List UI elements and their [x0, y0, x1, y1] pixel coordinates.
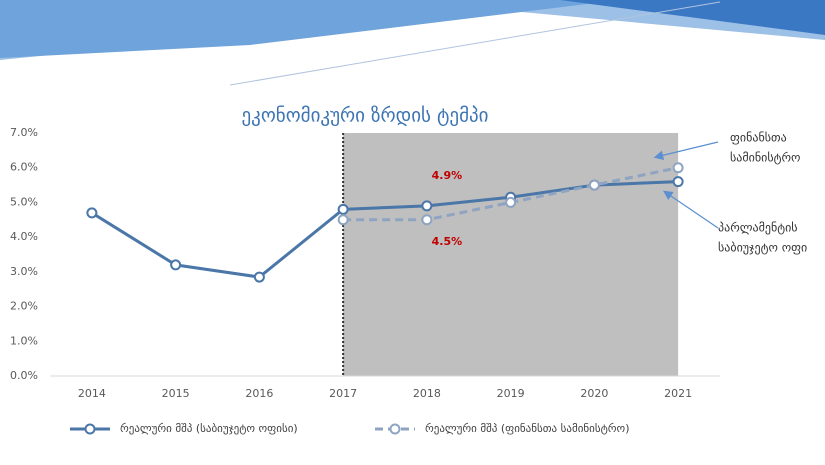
x-tick-label: 2019: [497, 387, 525, 400]
decor: [0, 0, 620, 58]
y-tick-label: 2.0%: [10, 300, 38, 313]
point: [421, 214, 433, 226]
y-tick-label: 3.0%: [10, 265, 38, 278]
callout: სამინისტრო: [730, 151, 800, 165]
legend-marker: [389, 423, 401, 435]
point: [672, 176, 684, 188]
y-tick-label: 7.0%: [10, 126, 38, 139]
value-label: 4.5%: [432, 235, 463, 248]
x-tick-label: 2016: [245, 387, 273, 400]
arrow: [653, 141, 719, 160]
callout: ფინანსთა: [730, 131, 787, 145]
y-tick-label: 1.0%: [10, 334, 38, 347]
callout: საბიუჯეტო ოფი: [718, 241, 807, 255]
point: [253, 271, 265, 283]
y-tick-label: 6.0%: [10, 161, 38, 174]
x-tick-label: 2018: [413, 387, 441, 400]
y-tick-label: 0.0%: [10, 369, 38, 382]
x-tick-label: 2015: [162, 387, 190, 400]
decor: [560, 0, 825, 35]
legend-label: რეალური მშპ (საბიუჯეტო ოფისი): [120, 422, 298, 435]
forecast-area: [343, 133, 679, 376]
x-tick-label: 2014: [78, 387, 106, 400]
y-tick-label: 4.0%: [10, 230, 38, 243]
arrow: [663, 190, 719, 229]
point: [588, 179, 600, 191]
point: [505, 196, 517, 208]
point: [421, 200, 433, 212]
chart-title: ეკონომიკური ზრდის ტემპი: [242, 105, 489, 127]
decor: [229, 1, 721, 86]
plot: 0.0% 1.0% 2.0% 3.0% 4.0% 5.0% 6.0% 7.0% 2014 2015…: [10, 126, 720, 435]
x-tick-label: 2017: [329, 387, 357, 400]
legend-marker: [84, 423, 96, 435]
point: [86, 207, 98, 219]
y-tick-label: 5.0%: [10, 195, 38, 208]
x-tick-label: 2021: [664, 387, 692, 400]
point: [337, 214, 349, 226]
x-tick-label: 2020: [580, 387, 608, 400]
callout: პარლამენტის: [718, 221, 798, 235]
point: [337, 203, 349, 215]
value-label: 4.9%: [432, 169, 463, 182]
point: [170, 259, 182, 271]
legend-label: რეალური მშპ (ფინანსთა სამინისტრო): [425, 422, 629, 435]
point: [672, 162, 684, 174]
